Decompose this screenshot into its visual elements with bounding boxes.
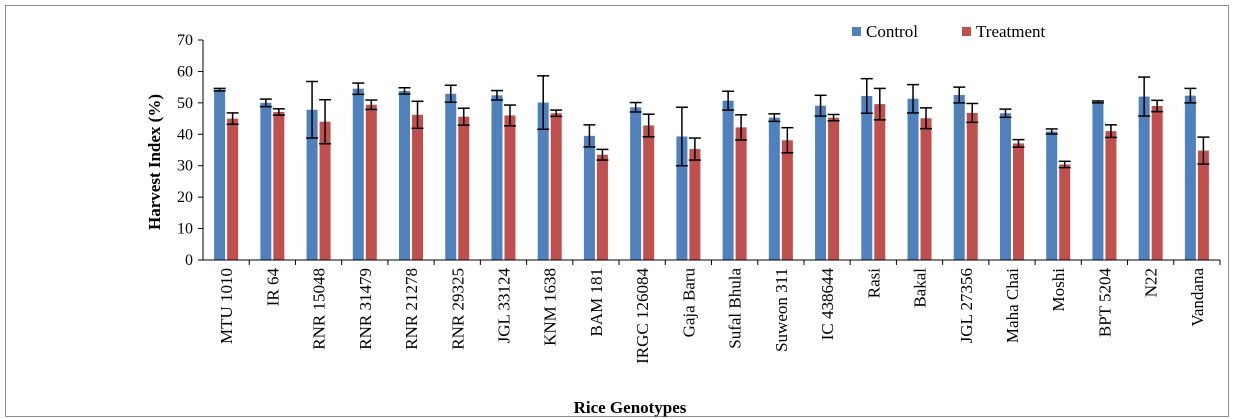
bar-control	[630, 107, 642, 260]
x-category-label: IC 438644	[818, 268, 837, 341]
y-tick-label: 30	[177, 158, 193, 175]
y-tick-label: 70	[177, 32, 193, 49]
y-axis-ticks: 0 10 20 30 40 50 60 70	[177, 32, 203, 269]
x-category-label: Rasi	[864, 268, 883, 299]
bar-marks	[214, 88, 1209, 261]
bar-treatment	[504, 115, 516, 260]
bar-treatment	[1059, 164, 1071, 260]
legend: Control Treatment	[852, 22, 1046, 41]
x-category-label: Maha Chai	[1003, 268, 1022, 343]
bar-treatment	[689, 149, 701, 260]
x-axis-title: Rice Genotypes	[574, 398, 687, 417]
x-category-label: Vandana	[1188, 268, 1207, 327]
bar-control	[1184, 95, 1196, 260]
x-category-label: KNM 1638	[541, 268, 560, 346]
bar-control	[445, 93, 457, 260]
bar-treatment	[1197, 150, 1209, 260]
x-category-label: JGL 33124	[494, 268, 513, 344]
y-tick-label: 40	[177, 126, 193, 143]
bar-control	[306, 109, 318, 261]
y-tick-label: 20	[177, 189, 193, 206]
x-category-label: IRGC 126084	[633, 268, 652, 364]
bar-control	[861, 95, 873, 260]
bar-treatment	[273, 111, 285, 260]
legend-label-treatment: Treatment	[976, 22, 1046, 41]
bar-treatment	[643, 125, 655, 260]
error-bar-marks	[213, 75, 1210, 169]
bar-control	[399, 90, 411, 261]
bar-treatment	[412, 114, 424, 260]
y-tick-label: 60	[177, 63, 193, 80]
x-category-label: Moshi	[1049, 268, 1068, 312]
bar-control	[999, 113, 1011, 260]
x-category-label: MTU 1010	[217, 268, 236, 344]
bar-control	[491, 95, 503, 260]
bar-treatment	[227, 118, 239, 260]
bar-treatment	[1105, 131, 1117, 260]
bar-control	[815, 105, 827, 260]
y-axis-title: Harvest Index (%)	[145, 94, 164, 230]
x-axis-category-labels: MTU 1010 IR 64 RNR 15048 RNR 31479 RNR 21278…	[217, 260, 1221, 364]
bar-control	[1092, 101, 1104, 261]
bar-treatment	[550, 113, 562, 260]
bar-treatment	[735, 127, 747, 260]
bar-control	[907, 98, 919, 261]
y-tick-label: 10	[177, 221, 193, 238]
x-category-label: Sufal Bhula	[726, 268, 745, 349]
bar-treatment	[966, 112, 978, 261]
x-category-label: Bakal	[911, 268, 930, 308]
x-category-label: RNR 21278	[402, 268, 421, 350]
x-category-label: BPT 5204	[1095, 268, 1114, 338]
x-category-label: Suweon 311	[772, 268, 791, 352]
x-category-label: RNR 31479	[356, 268, 375, 350]
bar-treatment	[1151, 106, 1163, 260]
x-category-label: Gaja Baru	[679, 268, 698, 338]
bar-treatment	[458, 116, 470, 260]
legend-swatch-control	[852, 27, 861, 36]
bar-treatment	[319, 121, 331, 260]
bar-control	[583, 135, 595, 260]
bar-treatment	[828, 117, 840, 260]
bar-control	[537, 102, 549, 261]
x-category-label: BAM 181	[587, 268, 606, 336]
bar-control	[260, 102, 272, 260]
bar-treatment	[920, 118, 932, 260]
bar-control	[352, 88, 364, 260]
bar-treatment	[874, 104, 886, 260]
bar-control	[722, 100, 734, 261]
legend-label-control: Control	[866, 22, 918, 41]
bar-treatment	[365, 104, 377, 260]
bar-control	[214, 89, 226, 261]
x-category-label: RNR 15048	[310, 268, 329, 350]
x-category-label: IR 64	[263, 268, 282, 307]
bar-treatment	[596, 154, 608, 260]
bar-treatment	[1012, 143, 1024, 260]
bar-control	[768, 117, 780, 260]
legend-swatch-treatment	[962, 27, 971, 36]
y-tick-label: 50	[177, 95, 193, 112]
bar-control	[676, 136, 688, 260]
x-category-label: N22	[1142, 268, 1161, 297]
bar-control	[1046, 131, 1058, 260]
y-tick-label: 0	[185, 252, 193, 269]
bar-control	[953, 95, 965, 260]
x-category-label: RNR 29325	[448, 268, 467, 350]
bar-treatment	[781, 140, 793, 260]
chart-frame	[5, 5, 1229, 417]
bar-control	[1138, 96, 1150, 260]
x-category-label: JGL 27356	[957, 268, 976, 343]
